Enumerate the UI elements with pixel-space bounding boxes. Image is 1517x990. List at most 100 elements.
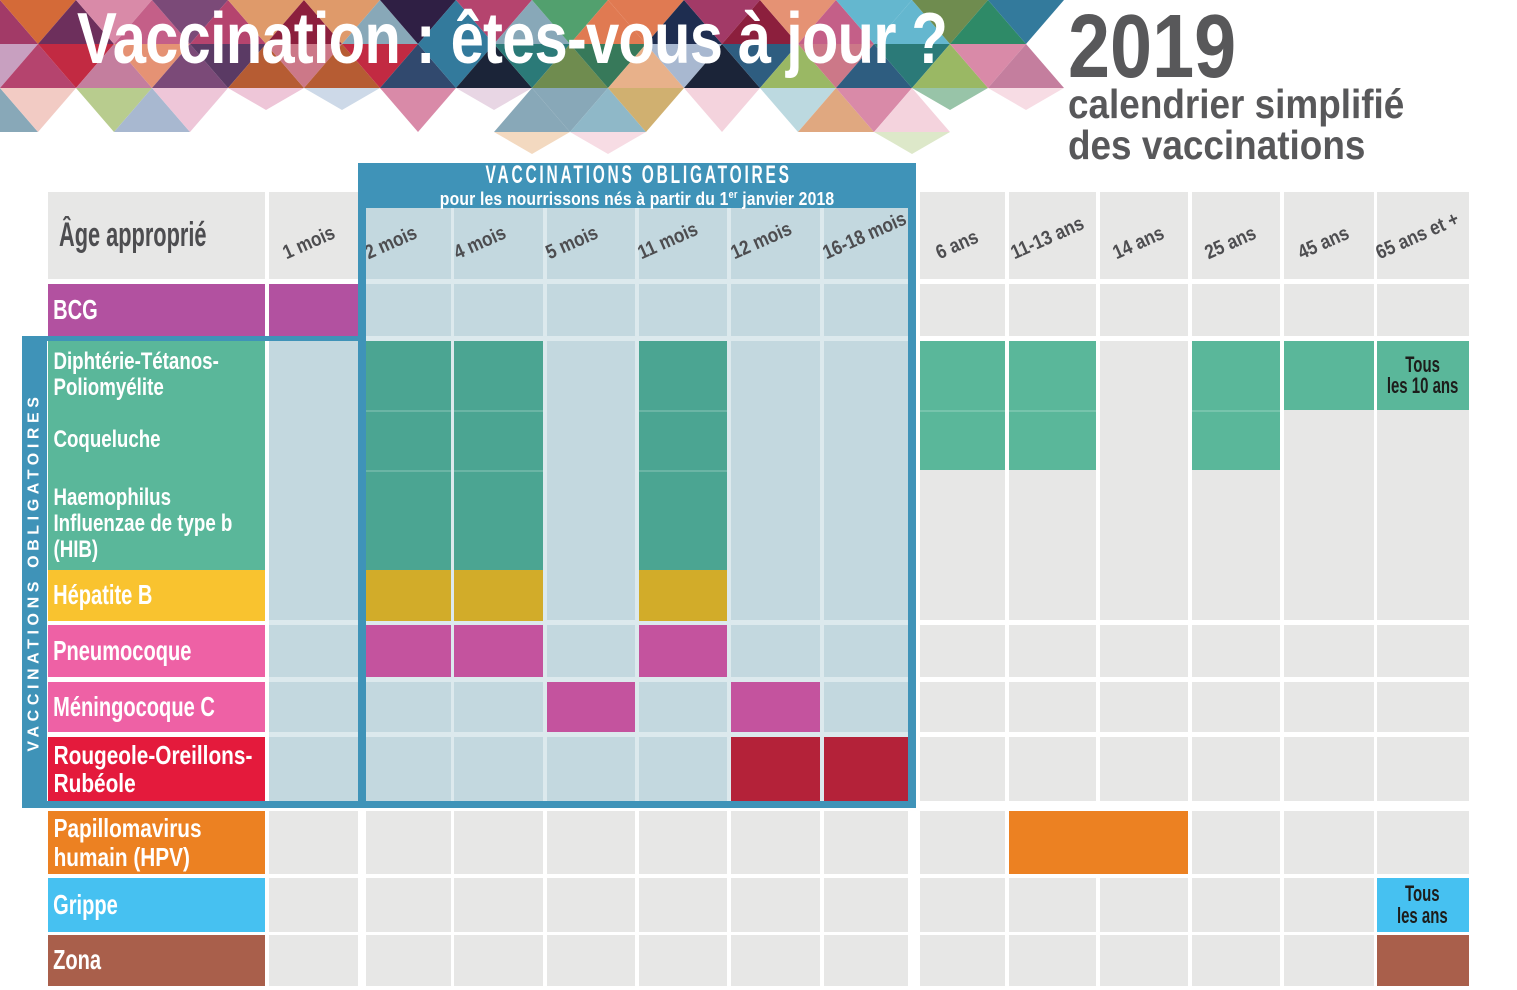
- column-header-cell-2-mois: [365, 208, 451, 279]
- cell-bcg-col11: [1283, 283, 1374, 336]
- row-label-hpv: Papillomavirus humain (HPV): [48, 811, 265, 874]
- mosaic-triangle: [570, 44, 646, 88]
- cell-ror-col2: [454, 737, 543, 801]
- mark-dtp-coq-col8: [1008, 341, 1096, 470]
- cell-gri-col3: [546, 878, 635, 932]
- mosaic-triangle: [0, 44, 76, 88]
- mosaic-triangle: [228, 88, 304, 110]
- mosaic-triangle: [722, 0, 798, 44]
- cell-separator-line: [365, 470, 451, 472]
- mark-dtp-col12: [1377, 341, 1469, 410]
- row-label-text-hep: Hépatite B: [53, 578, 153, 610]
- row-label-pne: Pneumocoque: [48, 625, 265, 678]
- row-label-men: Méningocoque C: [48, 682, 265, 732]
- cell-pne-col3: [546, 624, 635, 677]
- cell-gri-1mois: [269, 878, 358, 932]
- mosaic-triangle: [342, 0, 418, 44]
- cell-bcg-col8: [1008, 283, 1096, 336]
- cell-bcg-col12: [1377, 283, 1469, 336]
- mosaic-triangle: [874, 88, 950, 132]
- mosaic-triangle: [798, 0, 874, 44]
- row-label-text-pne: Pneumocoque: [53, 634, 192, 666]
- row-label-hib: Haemophilus Influenzae de type b (HIB): [48, 479, 265, 570]
- mosaic-triangle: [684, 88, 760, 132]
- cell-pne-1mois: [269, 624, 358, 677]
- mosaic-triangle: [38, 44, 114, 88]
- cell-hpv-col10: [1191, 811, 1280, 874]
- mosaic-triangle: [494, 44, 570, 88]
- obligatory-frame-side-band: [22, 336, 47, 808]
- column-header-cell-1-mois: [269, 192, 358, 279]
- mark-hep-col2: [454, 569, 543, 621]
- mosaic-triangle: [152, 0, 228, 44]
- mark-hep-col4: [638, 569, 727, 621]
- mosaic-triangle: [950, 44, 1026, 88]
- mosaic-triangle: [494, 132, 570, 154]
- note-dtp-tous-les-10-ans: Tous les 10 ans: [1377, 341, 1469, 410]
- cell-separator-line: [454, 470, 543, 472]
- row-label-text-hib: Haemophilus Influenzae de type b (HIB): [53, 483, 233, 564]
- year: 2019: [1068, 0, 1237, 97]
- mosaic-triangle: [114, 88, 190, 132]
- cell-pne-col11: [1283, 624, 1374, 677]
- mosaic-triangle: [456, 88, 532, 110]
- mosaic-triangle: [836, 44, 912, 88]
- mosaic-triangle: [76, 88, 152, 132]
- cell-ror-1mois: [269, 737, 358, 801]
- age-header-label: Âge approprié: [59, 215, 207, 254]
- row-label-cell-bcg: [48, 283, 265, 336]
- mosaic-triangle: [228, 0, 304, 44]
- mosaic-triangle: [608, 44, 684, 88]
- mark-hep-col1: [365, 569, 451, 621]
- obligatory-side-band: VACCINATIONS OBLIGATOIRES: [22, 336, 47, 808]
- mosaic-triangle: [912, 88, 988, 110]
- column-header-cell-16-18-mois: [823, 208, 908, 279]
- row-label-ror: Rougeole-Oreillons- Rubéole: [48, 737, 265, 801]
- mark-hpv-11-13-14-ans: [1008, 811, 1188, 874]
- mosaic-triangle: [266, 44, 342, 88]
- cell-separator-line: [638, 470, 727, 472]
- mosaic-triangle: [0, 0, 76, 44]
- column-header-cell-25-ans: [1191, 192, 1280, 279]
- cell-zon-col4: [638, 934, 727, 986]
- cell-bcg-col7: [919, 283, 1005, 336]
- mosaic-triangle: [608, 0, 684, 44]
- obligatory-box-subtitle: pour les nourrissons nés à partir du 1er…: [439, 188, 834, 208]
- mark-pne-col2: [454, 624, 543, 677]
- cell-hpv-col4: [638, 811, 727, 874]
- cell-ror-col9: [1099, 737, 1188, 801]
- row-label-cell-hep: [48, 569, 265, 621]
- column-header-cell-5-mois: [546, 208, 635, 279]
- mosaic-triangle: [114, 44, 190, 88]
- column-header-cell-14-ans: [1099, 192, 1188, 279]
- row-label-text-ror: Rougeole-Oreillons- Rubéole: [53, 739, 253, 798]
- obligatory-side-band-label: VACCINATIONS OBLIGATOIRES: [25, 392, 43, 752]
- cell-gri-col9: [1099, 878, 1188, 932]
- mark-dtp-coq-hib-col2: [454, 341, 543, 570]
- row-label-cell-dtp-coq-hib: [48, 341, 265, 570]
- cell-bcg-col4: [638, 283, 727, 336]
- cell-zon-col8: [1008, 934, 1096, 986]
- cell-blk-1mois: [269, 341, 358, 620]
- cell-pne-col12: [1377, 624, 1469, 677]
- row-label-text-men: Méningocoque C: [53, 690, 215, 722]
- cell-zon-1mois: [269, 934, 358, 986]
- cell-zon-col10: [1191, 934, 1280, 986]
- row-label-coq: Coqueluche: [48, 410, 265, 471]
- row-label-gri: Grippe: [48, 878, 265, 932]
- poster-subtitle: calendrier simplifié des vaccinations: [1068, 81, 1405, 168]
- cell-gri-col1: [365, 878, 451, 932]
- mosaic-triangle: [684, 0, 760, 44]
- mark-dtp-coq-hib-col1: [365, 341, 451, 570]
- cell-blk-col3: [546, 341, 635, 620]
- row-label-text-zon: Zona: [53, 943, 102, 975]
- cell-men-col10: [1191, 682, 1280, 732]
- mark-zon-65-ans: [1377, 934, 1469, 986]
- row-label-cell-hpv: [48, 811, 265, 874]
- mosaic-triangle: [380, 44, 456, 88]
- mosaic-triangle: [494, 0, 570, 44]
- cell-men-col12: [1377, 682, 1469, 732]
- cell-zon-col3: [546, 934, 635, 986]
- mosaic-triangle: [38, 0, 114, 44]
